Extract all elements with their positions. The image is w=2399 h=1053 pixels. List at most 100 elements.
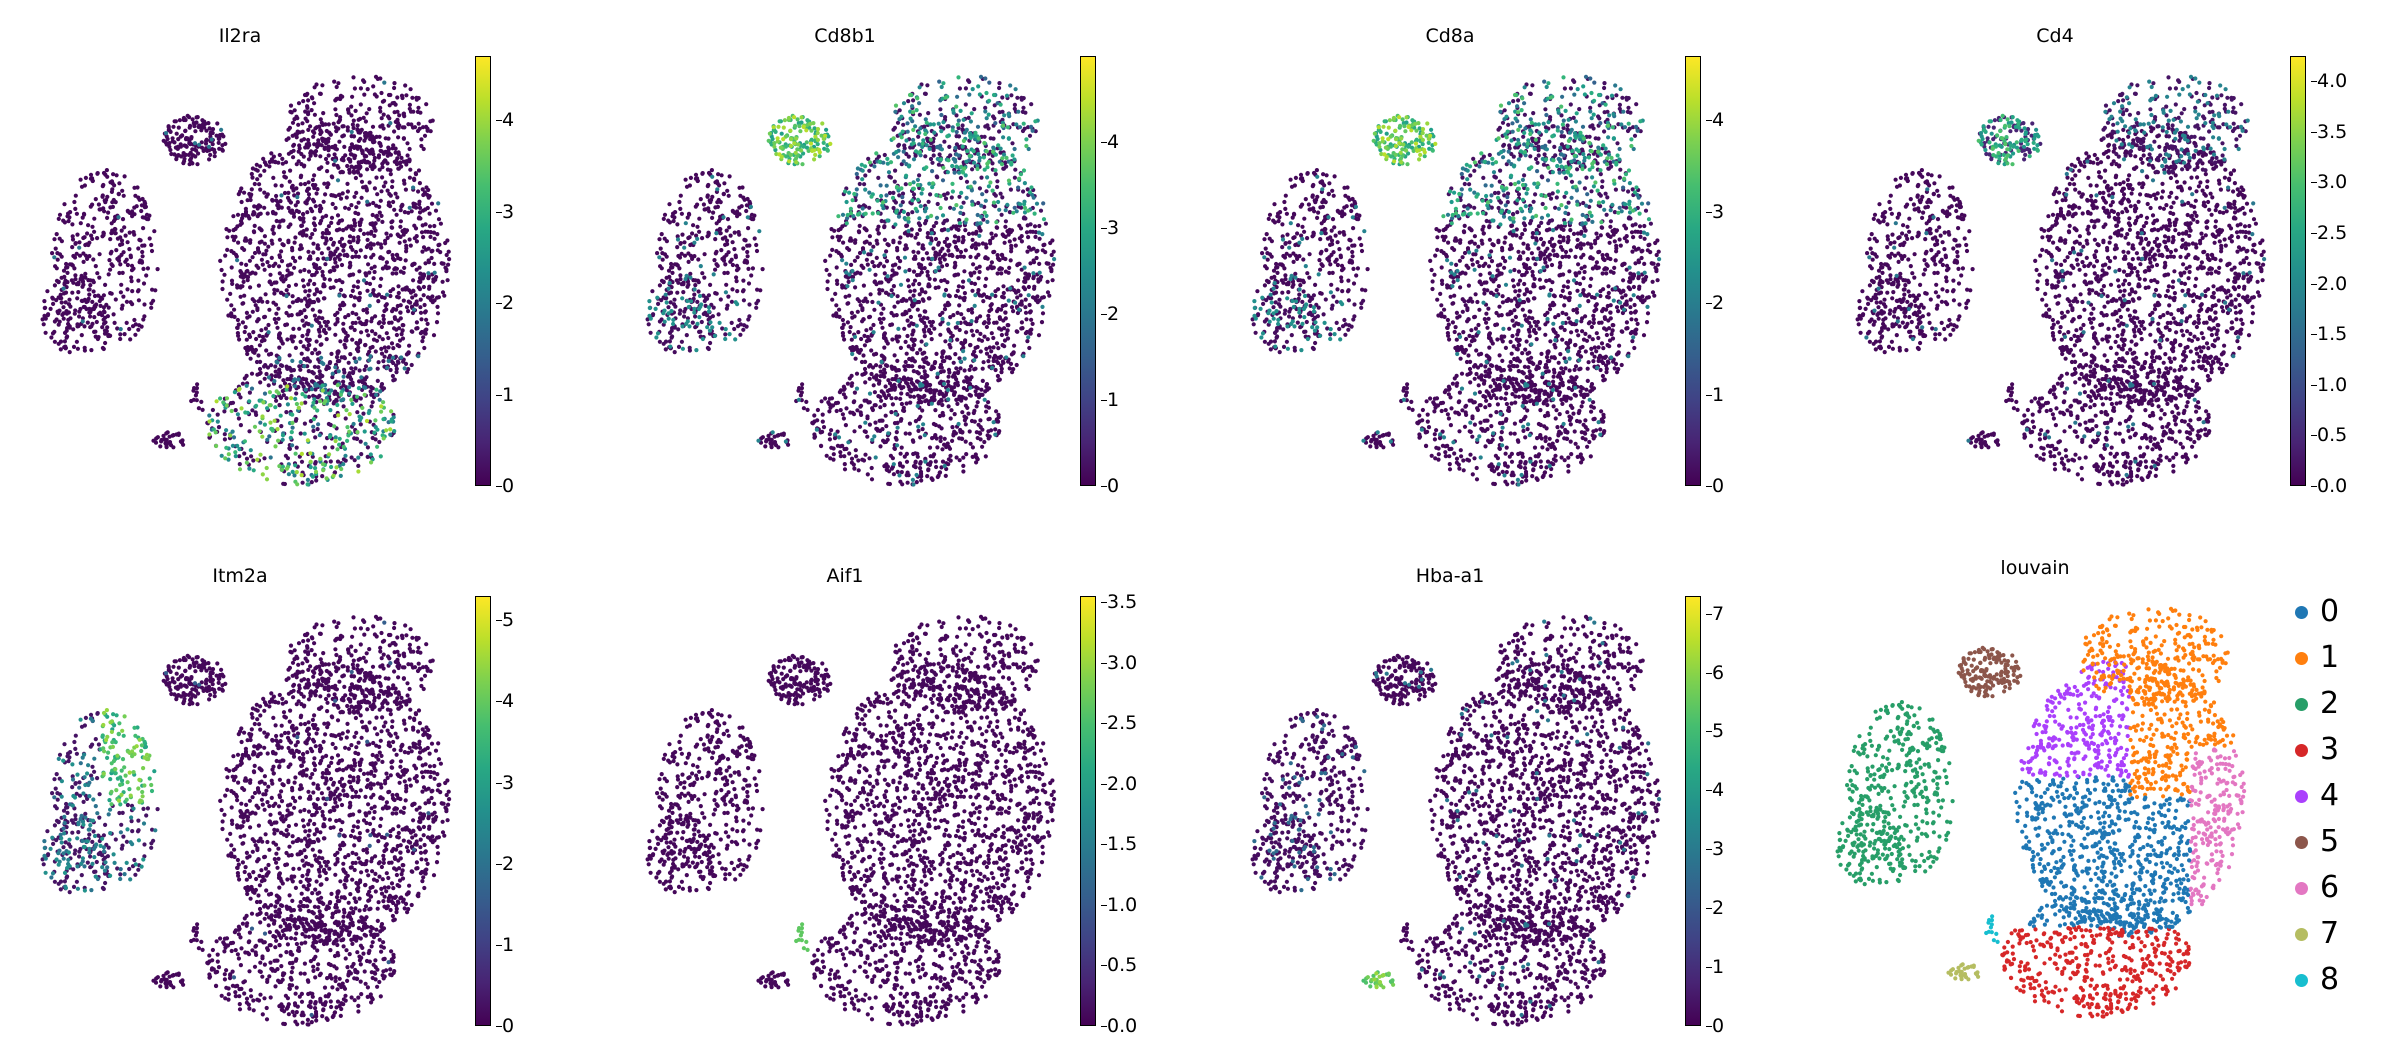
cell-point: [100, 194, 105, 199]
cell-point: [190, 147, 195, 152]
cell-point: [947, 356, 952, 361]
cell-point: [322, 296, 327, 301]
cell-point: [354, 394, 360, 399]
cell-point: [879, 398, 884, 403]
cell-point: [218, 258, 223, 263]
cell-point: [961, 296, 966, 301]
cell-point: [367, 270, 372, 275]
cell-point: [258, 211, 263, 216]
cell-point: [101, 182, 106, 188]
cell-point: [269, 282, 274, 287]
cell-point: [262, 241, 267, 246]
cell-point: [326, 224, 331, 229]
cell-point: [341, 404, 346, 409]
cell-point: [388, 92, 393, 98]
cell-point: [986, 359, 991, 364]
cell-point: [833, 401, 839, 406]
cell-point: [910, 438, 915, 443]
cell-point: [66, 219, 71, 224]
cell-point: [82, 324, 87, 329]
cell-point: [356, 161, 362, 166]
cell-point: [999, 370, 1004, 375]
cell-point: [244, 383, 249, 388]
cell-point: [925, 269, 930, 274]
cell-point: [296, 122, 301, 127]
cell-point: [396, 284, 401, 289]
cell-point: [320, 273, 325, 278]
cell-point: [672, 262, 678, 267]
cell-point: [678, 241, 683, 246]
cell-point: [260, 262, 265, 267]
cell-point: [927, 276, 932, 281]
cell-point: [697, 229, 702, 234]
cell-point: [945, 441, 950, 446]
cell-point: [899, 391, 904, 396]
cell-point: [62, 339, 67, 344]
cell-point: [51, 301, 56, 306]
cell-point: [356, 238, 361, 243]
cell-point: [911, 192, 917, 197]
cell-point: [995, 256, 1001, 261]
cell-point: [426, 274, 431, 279]
cell-point: [925, 388, 930, 393]
cell-point: [867, 168, 872, 173]
cell-point: [277, 464, 282, 469]
cell-point: [724, 238, 730, 243]
cell-point: [671, 211, 676, 216]
cell-point: [299, 223, 304, 228]
cell-point: [897, 193, 902, 198]
cell-point: [331, 473, 336, 478]
cell-point: [228, 401, 234, 406]
cell-point: [43, 330, 48, 335]
cell-point: [408, 167, 413, 172]
cell-point: [333, 312, 338, 318]
cell-point: [261, 156, 266, 161]
cell-point: [252, 181, 257, 187]
cell-point: [378, 242, 383, 247]
cell-point: [105, 325, 110, 330]
cell-point: [416, 216, 421, 221]
cell-point: [1040, 295, 1045, 300]
cell-point: [322, 276, 327, 281]
cell-point: [333, 125, 338, 130]
cell-point: [207, 432, 212, 437]
cell-point: [931, 153, 936, 158]
cell-point: [389, 419, 394, 424]
cell-point: [398, 160, 403, 165]
cell-point: [116, 192, 121, 197]
cell-point: [325, 256, 330, 261]
cell-point: [898, 259, 903, 264]
cell-point: [388, 427, 393, 432]
cell-point: [1036, 333, 1042, 338]
cell-point: [918, 460, 923, 465]
cell-point: [370, 329, 375, 334]
cell-point: [61, 305, 66, 310]
cell-point: [843, 274, 848, 279]
cell-point: [401, 323, 406, 328]
cell-point: [672, 297, 677, 302]
cell-point: [901, 375, 907, 380]
cell-point: [64, 311, 69, 316]
cell-point: [962, 269, 967, 274]
cell-point: [427, 284, 432, 289]
cell-point: [379, 346, 384, 351]
cell-point: [335, 178, 341, 183]
cell-point: [675, 245, 680, 250]
cell-point: [947, 302, 952, 307]
cell-point: [948, 315, 953, 320]
cell-point: [933, 254, 938, 259]
cell-point: [933, 408, 938, 413]
cell-point: [372, 186, 377, 191]
cell-point: [107, 333, 112, 338]
cell-point: [372, 233, 377, 238]
cell-point: [293, 418, 298, 423]
cell-point: [354, 205, 359, 210]
cell-point: [81, 251, 86, 256]
cell-point: [297, 143, 302, 148]
cell-point: [846, 279, 851, 284]
cell-point: [271, 154, 276, 159]
cell-point: [321, 199, 326, 204]
cell-point: [109, 179, 115, 184]
cell-point: [374, 293, 380, 298]
cell-point: [993, 427, 998, 432]
